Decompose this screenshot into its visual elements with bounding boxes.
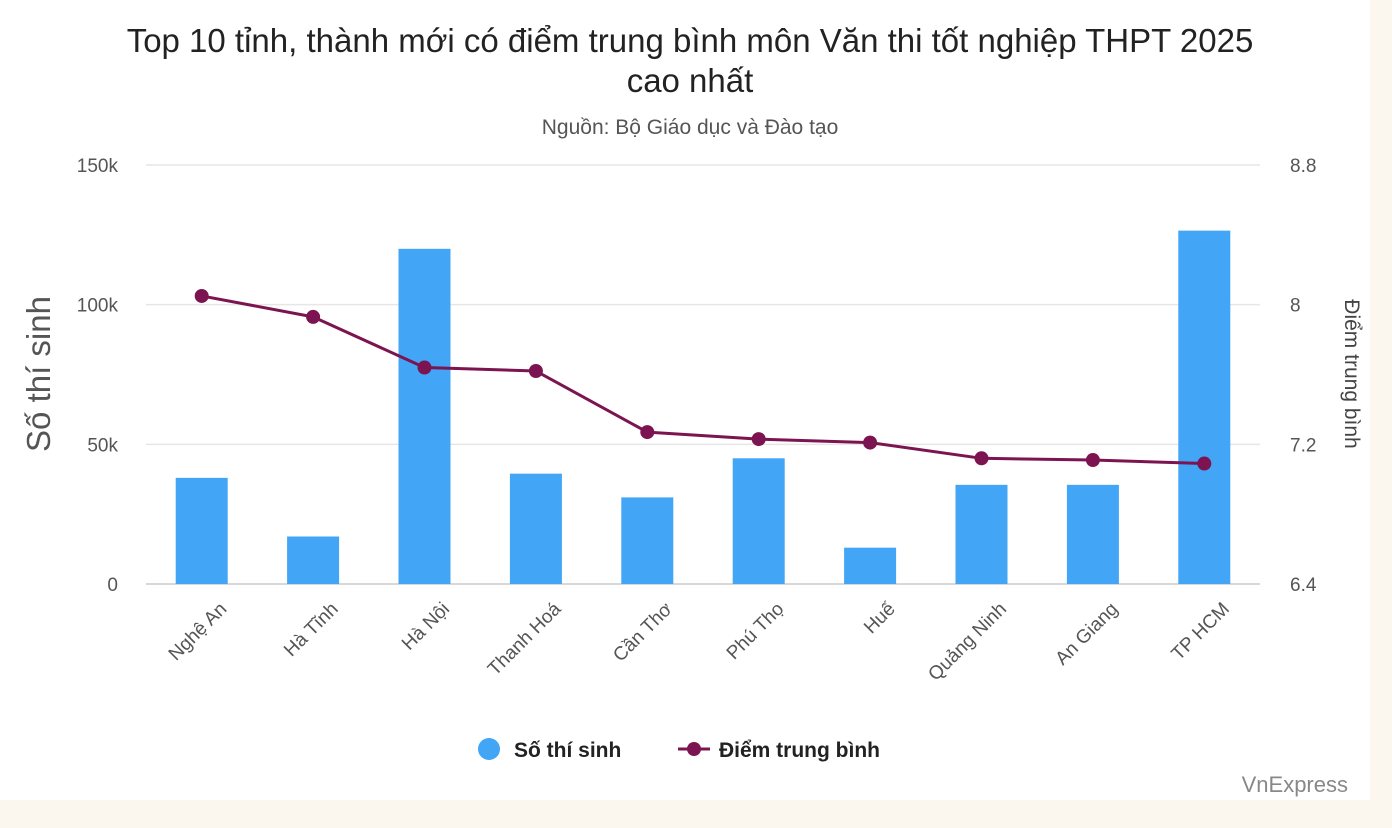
x-tick-label: Hà Tĩnh [280,599,342,661]
legend-line-label: Điểm trung bình [719,739,880,762]
chart-card: Top 10 tỉnh, thành mới có điểm trung bìn… [0,0,1370,800]
right-tick-label: 7.2 [1290,435,1316,456]
chart-svg: Top 10 tỉnh, thành mới có điểm trung bìn… [20,22,1363,797]
line-point[interactable] [1197,456,1212,471]
bar[interactable] [1178,230,1231,585]
chart-subtitle: Nguồn: Bộ Giáo dục và Đào tạo [542,116,839,139]
bar[interactable] [732,458,785,584]
legend-item-bars[interactable]: Số thí sinh [478,738,621,762]
line-point[interactable] [640,425,655,440]
left-tick-label: 50k [87,435,118,456]
left-tick-label: 0 [107,575,118,596]
bar[interactable] [621,497,674,584]
line-point[interactable] [751,432,766,447]
x-tick-label: Hà Nội [398,599,454,655]
legend: Số thí sinh Điểm trung bình [478,738,880,762]
right-tick-label: 6.4 [1290,575,1317,596]
line-point[interactable] [417,360,432,375]
bar[interactable] [287,536,340,584]
right-tick-label: 8.8 [1290,156,1316,177]
bar[interactable] [509,473,562,584]
line-point[interactable] [863,435,878,450]
x-tick-label: Quảng Ninh [924,599,1011,686]
x-tick-label: Thanh Hoá [484,598,566,680]
x-tick-label: An Giang [1052,599,1123,670]
credit-text[interactable]: VnExpress [1242,772,1348,797]
x-tick-label: Huế [860,598,900,638]
legend-line-marker-dot [687,742,701,756]
right-axis-ticks: 6.4 7.2 8 8.8 [1290,156,1317,596]
line-point[interactable] [1085,453,1100,468]
bar[interactable] [844,547,897,584]
x-tick-label: Cần Thơ [609,599,676,666]
x-tick-label: TP HCM [1168,599,1234,665]
line-point[interactable] [306,309,321,324]
line-point[interactable] [528,364,543,379]
bar[interactable] [955,484,1008,584]
x-tick-label: Nghệ An [165,599,231,665]
x-axis-labels: Nghệ An Hà Tĩnh Hà Nội Thanh Hoá Cần Thơ Phú … [165,598,1234,685]
series-line [201,294,1205,466]
line-point[interactable] [194,288,209,303]
right-axis-title: Điểm trung bình [1340,299,1363,448]
chart-title-line2: cao nhất [627,62,754,99]
legend-bar-label: Số thí sinh [514,739,621,762]
x-tick-label: Phú Thọ [723,599,788,664]
legend-bar-marker [478,738,500,760]
bar[interactable] [1066,484,1119,584]
left-axis-ticks: 0 50k 100k 150k [77,156,119,596]
left-tick-label: 100k [77,296,119,317]
right-tick-label: 8 [1290,296,1301,317]
bar[interactable] [175,477,228,584]
line-series [194,288,1212,471]
left-axis-title: Số thí sinh [20,296,57,452]
legend-item-line[interactable]: Điểm trung bình [678,739,880,762]
bar-series [175,230,1231,585]
bar[interactable] [398,248,451,585]
line-point[interactable] [974,451,989,466]
chart-title-line1: Top 10 tỉnh, thành mới có điểm trung bìn… [127,22,1254,59]
left-tick-label: 150k [77,156,119,177]
